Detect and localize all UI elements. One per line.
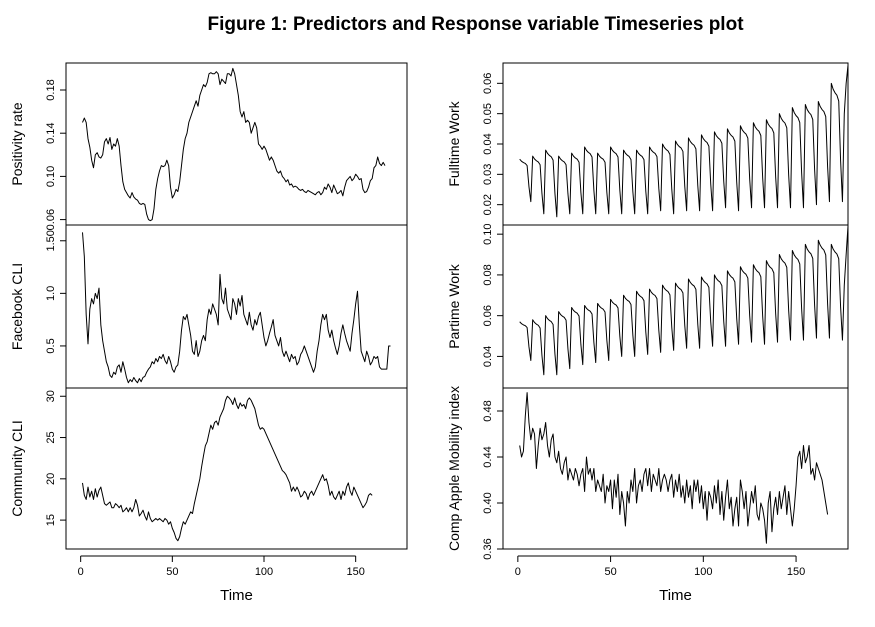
y-tick-label: 0.05	[482, 103, 494, 124]
panel-partime-work: 0.04 0.06 0.08 0.10 Partime Work	[446, 223, 849, 389]
x-tick-label: 50	[166, 566, 178, 578]
y-axis-title: Fulltime Work	[446, 100, 462, 186]
y-tick-label: 20	[45, 473, 57, 485]
panel-frame	[502, 224, 849, 389]
y-tick-label: 1.0	[45, 286, 57, 301]
y-tick-label: 0.04	[482, 346, 494, 367]
y-tick-label: 0.44	[482, 446, 494, 467]
y-axis-title: Community CLI	[9, 420, 25, 516]
y-tick-label: 25	[45, 431, 57, 443]
y-axis-title: Comp Apple Mobility index	[446, 386, 462, 551]
panel-facebook-cli: 0.5 1.0 1.50 Facebook CLI	[9, 224, 408, 389]
y-tick-label: 0.06	[482, 305, 494, 326]
panel-community-cli: 15 20 25 30 Community CLI	[9, 387, 408, 550]
y-tick-label: 30	[45, 390, 57, 402]
panel-comp-apple-mobility-index: 0.36 0.40 0.44 0.48 Comp Apple Mobility inde…	[446, 386, 849, 560]
series-line	[519, 225, 849, 376]
series-line	[82, 395, 373, 542]
y-tick-label: 0.03	[482, 164, 494, 185]
y-tick-label: 0.10	[45, 166, 57, 187]
y-tick-label: 1.50	[45, 230, 57, 251]
y-tick-label: 0.40	[482, 492, 494, 513]
panel-frame	[502, 387, 849, 550]
panel-fulltime-work: 0.02 0.03 0.04 0.05 0.06 Fulltime Work	[446, 62, 849, 226]
y-tick-label: 0.06	[45, 209, 57, 230]
y-tick-label: 0.14	[45, 122, 57, 143]
y-tick-label: 0.02	[482, 194, 494, 215]
y-tick-label: 0.06	[482, 73, 494, 94]
x-tick-label: 50	[604, 566, 616, 578]
series-line	[82, 232, 391, 384]
series-line	[519, 392, 829, 544]
y-tick-label: 0.10	[482, 223, 494, 244]
y-tick-label: 0.48	[482, 400, 494, 421]
y-tick-label: 0.36	[482, 538, 494, 559]
x-axis: 0 50 100 150 Time	[515, 555, 805, 604]
y-tick-label: 15	[45, 514, 57, 526]
panel-frame	[65, 387, 408, 550]
x-tick-label: 100	[255, 566, 273, 578]
x-tick-label: 0	[78, 566, 84, 578]
series-line	[82, 67, 386, 222]
y-tick-label: 0.18	[45, 79, 57, 100]
x-tick-label: 0	[515, 566, 521, 578]
x-tick-label: 100	[694, 566, 712, 578]
y-axis-title: Positivity rate	[9, 102, 25, 185]
left-column-panels: 0.06 0.10 0.14 0.18 Positivity rate 0.5 1.0 1.5…	[9, 62, 408, 604]
y-axis-title: Partime Work	[446, 263, 462, 349]
y-tick-label: 0.5	[45, 338, 57, 353]
x-axis: 0 50 100 150 Time	[78, 555, 365, 604]
x-axis-title: Time	[220, 587, 253, 604]
series-line	[519, 65, 849, 218]
panel-positivity-rate: 0.06 0.10 0.14 0.18 Positivity rate	[9, 62, 408, 230]
x-tick-label: 150	[346, 566, 364, 578]
y-axis-title: Facebook CLI	[9, 263, 25, 350]
y-tick-label: 0.04	[482, 133, 494, 154]
x-tick-label: 150	[787, 566, 805, 578]
y-tick-label: 0.08	[482, 264, 494, 285]
figure-title: Figure 1: Predictors and Response variab…	[207, 14, 744, 35]
x-axis-title: Time	[659, 587, 692, 604]
